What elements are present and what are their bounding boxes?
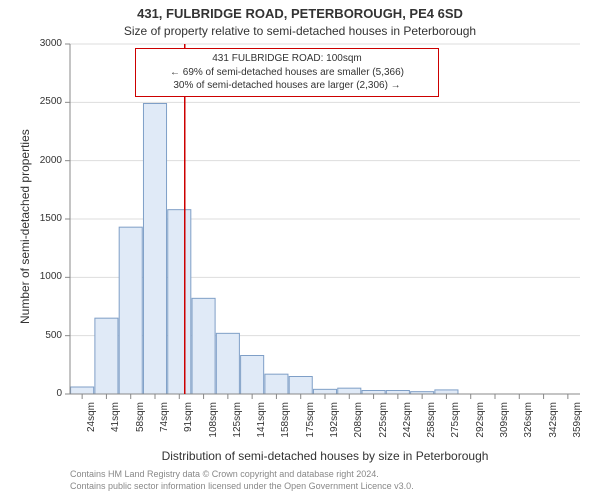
y-tick-label: 500 [32, 330, 62, 341]
y-tick-label: 1000 [32, 271, 62, 282]
x-tick-label: 125sqm [232, 402, 243, 452]
x-tick-label: 74sqm [159, 402, 170, 452]
chart-container: 431, FULBRIDGE ROAD, PETERBOROUGH, PE4 6… [0, 0, 600, 500]
y-tick-label: 2500 [32, 96, 62, 107]
x-tick-label: 275sqm [450, 402, 461, 452]
footer-line2: Contains public sector information licen… [70, 481, 414, 493]
x-tick-label: 208sqm [353, 402, 364, 452]
x-tick-label: 58sqm [135, 402, 146, 452]
footer-line1: Contains HM Land Registry data © Crown c… [70, 469, 414, 481]
x-tick-label: 141sqm [256, 402, 267, 452]
x-tick-label: 158sqm [280, 402, 291, 452]
x-tick-label: 258sqm [426, 402, 437, 452]
marker-legend-box: 431 FULBRIDGE ROAD: 100sqm ← 69% of semi… [135, 48, 439, 97]
x-tick-label: 24sqm [86, 402, 97, 452]
footer-attribution: Contains HM Land Registry data © Crown c… [70, 469, 414, 492]
x-tick-label: 359sqm [572, 402, 583, 452]
x-tick-label: 175sqm [305, 402, 316, 452]
x-tick-label: 326sqm [523, 402, 534, 452]
x-tick-label: 108sqm [208, 402, 219, 452]
x-tick-label: 242sqm [402, 402, 413, 452]
y-tick-label: 1500 [32, 213, 62, 224]
x-tick-label: 91sqm [183, 402, 194, 452]
y-tick-label: 3000 [32, 38, 62, 49]
y-tick-label: 0 [32, 388, 62, 399]
legend-line-larger: 30% of semi-detached houses are larger (… [142, 79, 432, 93]
x-tick-label: 342sqm [548, 402, 559, 452]
x-tick-label: 192sqm [329, 402, 340, 452]
y-axis-label: Number of semi-detached properties [18, 129, 32, 324]
x-tick-label: 309sqm [499, 402, 510, 452]
x-tick-label: 41sqm [110, 402, 121, 452]
x-tick-label: 292sqm [475, 402, 486, 452]
legend-line-smaller: ← 69% of semi-detached houses are smalle… [142, 66, 432, 80]
x-tick-label: 225sqm [378, 402, 389, 452]
y-tick-label: 2000 [32, 155, 62, 166]
legend-line-property: 431 FULBRIDGE ROAD: 100sqm [142, 52, 432, 66]
